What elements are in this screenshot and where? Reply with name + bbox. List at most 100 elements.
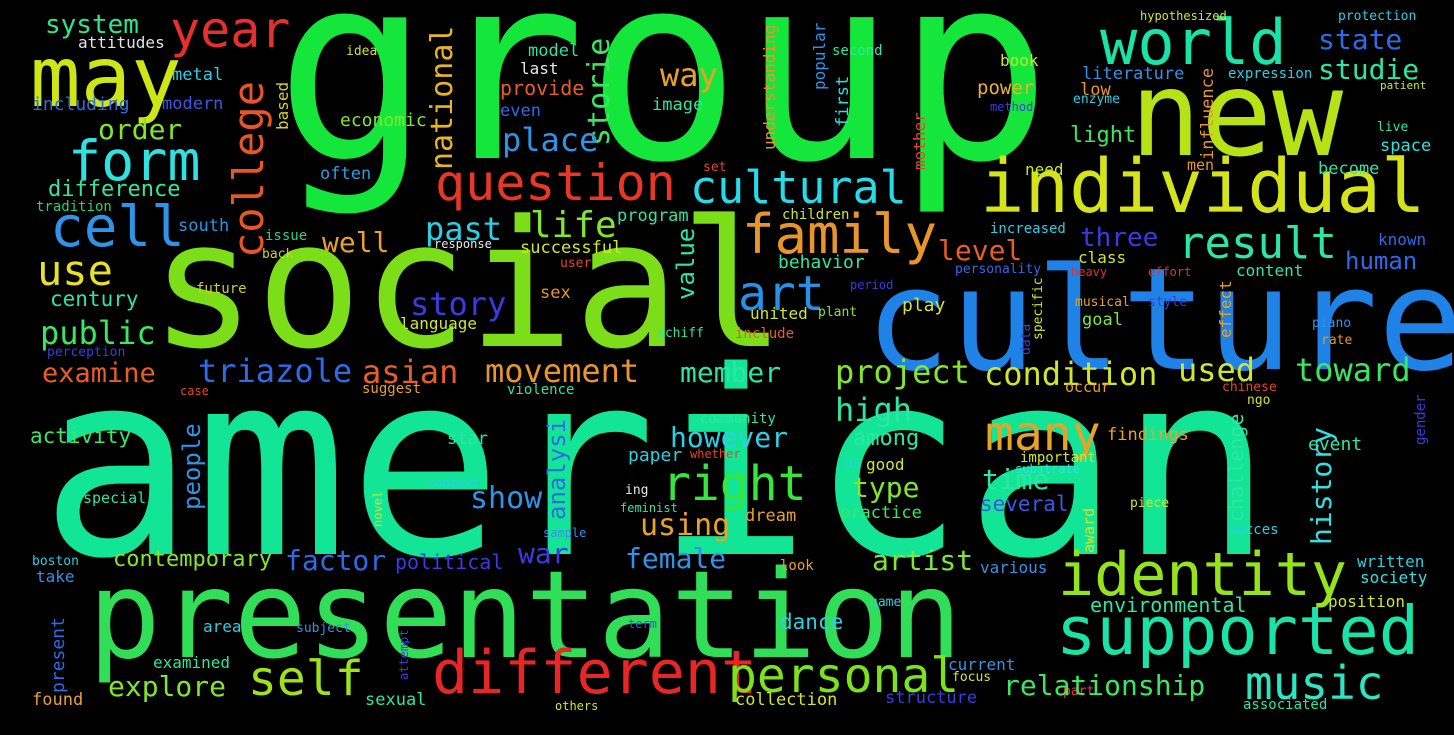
word-three: three xyxy=(1080,223,1159,253)
word-increased: increased xyxy=(990,221,1066,237)
word-novel: novel xyxy=(371,490,385,527)
word-analysi: analysi xyxy=(543,418,571,520)
word-presentation: presentation xyxy=(88,545,963,686)
word-language: language xyxy=(400,314,478,333)
word-others: others xyxy=(555,699,599,713)
word-world: world xyxy=(1100,6,1287,79)
word-provide: provide xyxy=(500,76,585,100)
word-cell: cell xyxy=(50,195,185,260)
word-self: self xyxy=(248,651,364,707)
word-united: united xyxy=(750,304,808,323)
word-need: need xyxy=(1025,160,1064,179)
word-response: response xyxy=(434,237,492,251)
word-enzyme: enzyme xyxy=(1073,92,1120,107)
word-group: group xyxy=(275,0,1052,219)
word-including: including xyxy=(32,94,130,115)
word-sample: sample xyxy=(543,526,587,540)
word-result: result xyxy=(1178,218,1337,269)
word-system: system xyxy=(45,10,139,40)
word-men: men xyxy=(1187,156,1215,174)
word-user: user xyxy=(560,256,592,271)
word-set: set xyxy=(703,160,727,175)
word-paper: paper xyxy=(628,445,683,466)
word-look: look xyxy=(780,558,814,574)
word-culture: culture xyxy=(865,238,1454,403)
word-important: important xyxy=(1020,450,1096,466)
word-challenge: challenge xyxy=(1224,413,1248,522)
word-musical: musical xyxy=(1075,295,1130,310)
word-personality: personality xyxy=(955,262,1042,277)
word-human: human xyxy=(1345,247,1418,275)
word-attempt: attempt xyxy=(397,629,411,680)
word-include: include xyxy=(735,326,795,342)
word-suggest: suggest xyxy=(362,381,422,397)
word-literature: literature xyxy=(1082,64,1185,84)
word-piece: piece xyxy=(1130,496,1170,511)
word-activity: activity xyxy=(30,424,132,448)
word-rate: rate xyxy=(1321,333,1353,348)
word-successful: successful xyxy=(520,238,623,258)
word-chinese: chinese xyxy=(1222,380,1277,395)
word-project: project xyxy=(835,353,970,391)
word-plant: plant xyxy=(818,305,858,320)
word-effect: effect xyxy=(1216,280,1235,338)
word-music: music xyxy=(1245,656,1384,710)
word-first: first xyxy=(833,75,853,127)
word-present: present xyxy=(48,617,69,693)
word-year: year xyxy=(170,1,291,59)
word-past: past xyxy=(425,210,503,248)
word-written: written xyxy=(1357,552,1425,571)
word-value: value xyxy=(672,227,700,300)
word-contemporary: contemporary xyxy=(113,547,272,572)
word-subject: subject xyxy=(296,621,351,636)
word-piano: piano xyxy=(1312,316,1352,331)
word-society: society xyxy=(1360,568,1428,587)
word-mother: mother xyxy=(910,112,929,170)
word-people: people xyxy=(178,423,206,510)
word-well: well xyxy=(322,226,390,259)
word-member: member xyxy=(680,356,782,389)
word-metal: metal xyxy=(172,65,224,85)
word-studie: studie xyxy=(1318,53,1420,86)
word-period: period xyxy=(850,278,894,292)
word-public: public xyxy=(40,314,156,352)
word-modern: modern xyxy=(162,94,224,114)
word-south: south xyxy=(178,216,230,236)
word-hypothesized: hypothesized xyxy=(1140,9,1227,23)
word-ing: ing xyxy=(625,483,649,498)
word-attitudes: attitudes xyxy=(78,33,165,52)
word-asian: asian xyxy=(362,353,459,391)
word-back: back xyxy=(262,247,294,262)
word-issue: issue xyxy=(265,228,308,244)
word-data: data xyxy=(1019,323,1034,355)
word-model: model xyxy=(528,41,580,61)
word-perception: perception xyxy=(47,345,126,360)
word-context: context xyxy=(428,476,479,490)
word-show: show xyxy=(470,481,543,516)
word-environmental: environmental xyxy=(1090,593,1247,617)
word-special: special xyxy=(83,489,147,507)
word-image: image xyxy=(652,95,704,115)
word-family: family xyxy=(742,203,938,266)
word-various: various xyxy=(980,558,1048,577)
word-idea: idea xyxy=(346,44,378,59)
word-cultural: cultural xyxy=(690,161,907,214)
word-sex: sex xyxy=(540,283,571,303)
word-future: future xyxy=(196,281,247,297)
word-movement: movement xyxy=(485,352,640,390)
word-structure: structure xyxy=(885,688,978,708)
word-way: way xyxy=(660,56,718,94)
word-position: position xyxy=(1328,592,1406,611)
word-explore: explore xyxy=(108,670,227,703)
word-understanding: understanding xyxy=(760,24,779,150)
word-college: college xyxy=(224,80,273,258)
word-style: style xyxy=(1148,295,1188,310)
word-however: however xyxy=(670,421,789,454)
word-factor: factor xyxy=(285,544,387,577)
word-goal: goal xyxy=(1082,310,1123,330)
word-triazole: triazole xyxy=(198,352,353,390)
word-light: light xyxy=(1070,123,1137,148)
word-using: using xyxy=(640,508,731,543)
word-place: place xyxy=(502,121,599,159)
word-schiff: schiff xyxy=(657,326,704,341)
